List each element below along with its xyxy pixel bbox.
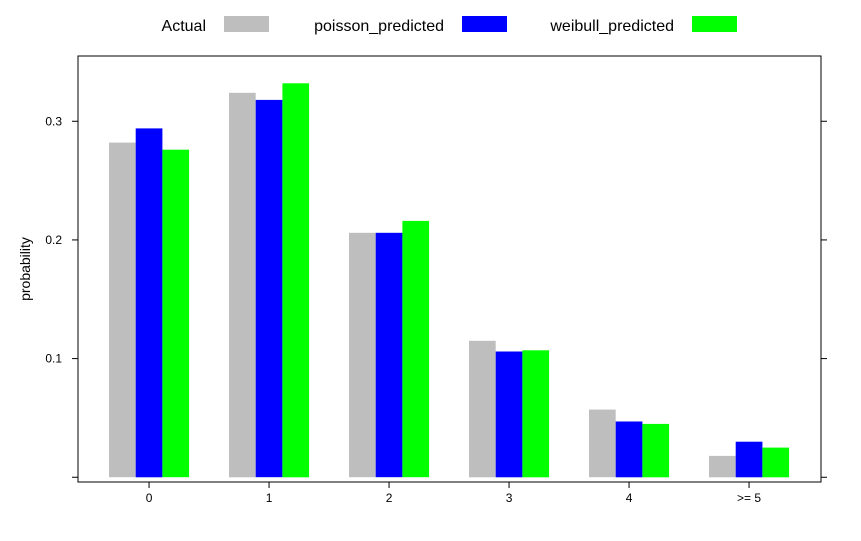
bar-Actual-3 <box>469 340 496 478</box>
bar-poisson_predicted-3 <box>495 351 523 478</box>
bar-weibull_predicted-4 <box>642 423 670 478</box>
legend: Actual poisson_predicted weibull_predicted <box>162 16 737 35</box>
y-axis-label: probability <box>17 237 33 301</box>
legend-label-weibull_predicted: weibull_predicted <box>549 18 674 35</box>
x-tick-label: 3 <box>506 491 513 505</box>
legend-label-Actual: Actual <box>162 18 206 35</box>
bar-poisson_predicted-2 <box>375 232 403 478</box>
bar-weibull_predicted->= 5 <box>762 447 790 478</box>
x-tick-label: 1 <box>266 491 273 505</box>
bar-weibull_predicted-1 <box>282 83 310 478</box>
bar-Actual-4 <box>589 409 616 478</box>
bar-poisson_predicted-1 <box>255 99 283 478</box>
y-tick-label: 0.1 <box>45 352 62 366</box>
plot-frame <box>77 55 822 483</box>
y-axis: 0.1 0.2 0.3 <box>45 114 827 478</box>
bar-weibull_predicted-2 <box>402 220 430 478</box>
bar-Actual-2 <box>349 232 376 478</box>
legend-swatch-poisson_predicted <box>462 16 507 32</box>
y-tick-label: 0.3 <box>45 114 62 128</box>
bar-poisson_predicted-4 <box>615 421 643 478</box>
legend-swatch-Actual <box>224 16 269 32</box>
bars <box>109 83 790 478</box>
x-tick-label: 4 <box>626 491 633 505</box>
x-tick-label: >= 5 <box>737 491 761 505</box>
bar-poisson_predicted->= 5 <box>735 441 763 478</box>
bar-Actual-1 <box>229 92 256 478</box>
bar-poisson_predicted-0 <box>135 128 163 478</box>
legend-label-poisson_predicted: poisson_predicted <box>314 18 444 35</box>
x-tick-label: 0 <box>146 491 153 505</box>
x-axis: 0 1 2 3 4 >= 5 <box>146 482 761 505</box>
legend-swatch-weibull_predicted <box>692 16 737 32</box>
bar-weibull_predicted-0 <box>162 149 190 478</box>
y-tick-label: 0.2 <box>45 233 62 247</box>
x-tick-label: 2 <box>386 491 393 505</box>
bar-Actual->= 5 <box>709 455 736 478</box>
bar-weibull_predicted-3 <box>522 350 550 478</box>
bar-Actual-0 <box>109 142 136 478</box>
